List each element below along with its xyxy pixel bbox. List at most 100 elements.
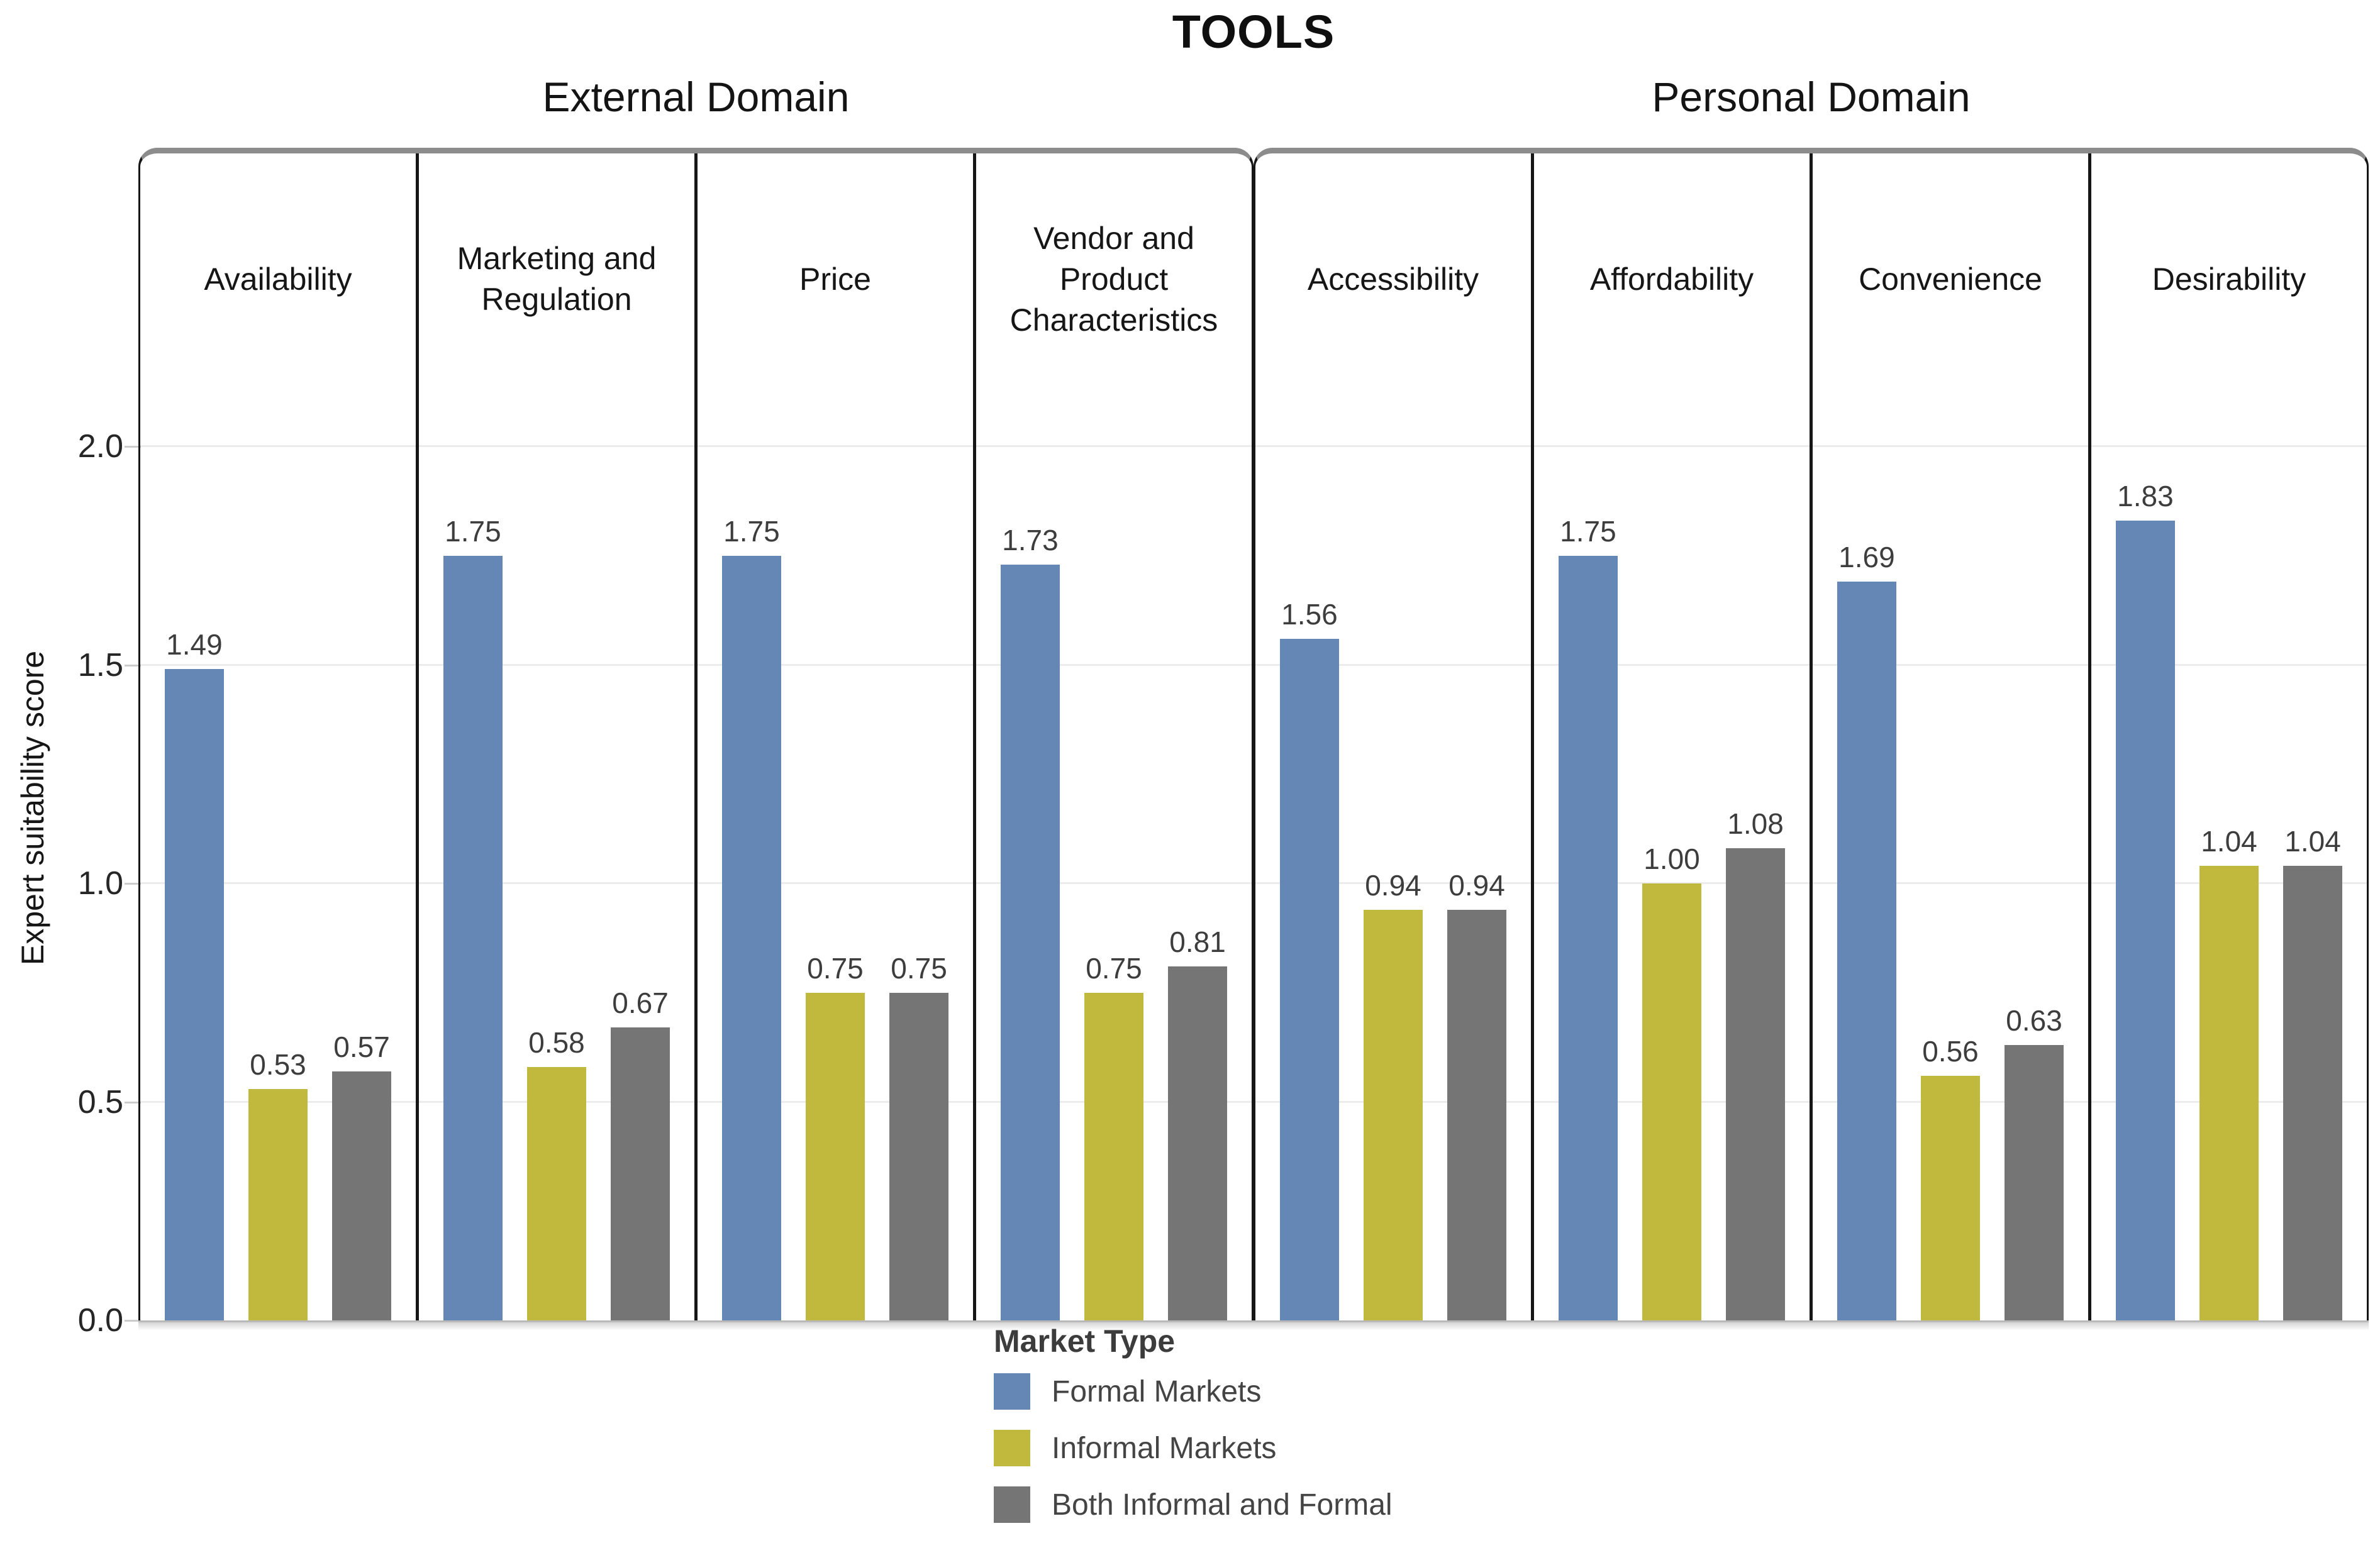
bar-value-label: 1.04: [2284, 825, 2341, 858]
bar-informal-markets: 0.56: [1920, 1035, 1981, 1320]
legend-swatch: [994, 1373, 1030, 1410]
bar-value-label: 1.00: [1643, 843, 1700, 875]
bar-value-label: 1.75: [445, 515, 501, 548]
y-tick-label: 1.0: [77, 865, 123, 902]
y-tick-mark: [125, 883, 141, 885]
panel-label: Vendor and Product Characteristics: [1009, 220, 1218, 338]
domains-container: Availability 1.49 0.53 0.57 Marketing and Re…: [138, 148, 2369, 1320]
bar-value-label: 0.81: [1169, 926, 1226, 958]
y-tick-label: 2.0: [77, 428, 123, 465]
bar-informal-markets: 0.75: [1084, 952, 1144, 1320]
y-tick-mark: [125, 446, 141, 448]
bar-value-label: 1.73: [1002, 524, 1059, 556]
bar-both-informal-and-formal: 0.57: [331, 1031, 392, 1320]
bar-informal-markets: 0.94: [1363, 869, 1423, 1320]
bar-value-label: 1.56: [1281, 598, 1338, 631]
panel-desirability: Desirability 1.83 1.04 1.04: [2091, 153, 2367, 1320]
legend-label: Both Informal and Formal: [1052, 1488, 1393, 1522]
bar-formal-markets: 1.75: [1558, 515, 1618, 1320]
legend: Market Type Formal Markets Informal Marke…: [994, 1323, 1393, 1543]
bar-both-informal-and-formal: 0.75: [889, 952, 949, 1320]
bar-both-informal-and-formal: 1.04: [2283, 825, 2343, 1320]
panel-label: Availability: [204, 261, 352, 297]
panel-plot: 1.75 0.58 0.67: [419, 405, 694, 1320]
bar-both-informal-and-formal: 0.63: [2004, 1004, 2064, 1320]
bar-value-label: 0.75: [891, 952, 947, 985]
panel-label: Accessibility: [1307, 261, 1479, 297]
chart-title: TOOLS: [1172, 6, 1335, 58]
bar-informal-markets: 0.58: [526, 1026, 587, 1320]
plot-area: Availability 1.49 0.53 0.57 Marketing and Re…: [138, 148, 2369, 1320]
panel-label: Convenience: [1859, 261, 2042, 297]
y-tick-label: 0.0: [77, 1302, 123, 1339]
bar-both-informal-and-formal: 0.81: [1167, 926, 1228, 1320]
panel-plot: 1.75 0.75 0.75: [698, 405, 973, 1320]
bar-value-label: 0.67: [612, 987, 669, 1019]
panel-plot: 1.69 0.56 0.63: [1813, 405, 2088, 1320]
legend-title: Market Type: [994, 1324, 1176, 1359]
bar-value-label: 0.75: [807, 952, 864, 985]
bar-both-informal-and-formal: 0.67: [610, 987, 670, 1320]
bar-informal-markets: 0.53: [248, 1048, 308, 1320]
panel-label: Price: [799, 261, 871, 297]
domain-title-personal: Personal Domain: [1652, 74, 1971, 120]
y-tick-label: 1.5: [77, 646, 123, 683]
bar-informal-markets: 1.00: [1642, 843, 1702, 1320]
bar-formal-markets: 1.73: [1000, 524, 1060, 1320]
bar-value-label: 0.75: [1086, 952, 1142, 985]
y-tick-mark: [125, 1320, 141, 1322]
panel-label: Desirability: [2152, 261, 2306, 297]
bar-formal-markets: 1.56: [1279, 598, 1340, 1320]
bar-value-label: 1.83: [2117, 480, 2174, 512]
panel-plot: 1.75 1.00 1.08: [1534, 405, 1810, 1320]
bar-value-label: 0.56: [1922, 1035, 1979, 1068]
panel-label: Affordability: [1589, 261, 1754, 297]
bar-formal-markets: 1.49: [164, 628, 225, 1320]
bar-value-label: 1.04: [2201, 825, 2257, 858]
bar-value-label: 0.63: [2006, 1004, 2062, 1037]
legend-item-both-informal-and-formal: Both Informal and Formal: [994, 1486, 1393, 1523]
bar-informal-markets: 1.04: [2199, 825, 2259, 1320]
bar-formal-markets: 1.83: [2115, 480, 2176, 1320]
bar-value-label: 1.49: [166, 628, 223, 661]
y-tick-mark: [125, 664, 141, 666]
panel-price: Price 1.75 0.75 0.75: [698, 153, 976, 1320]
bar-value-label: 0.57: [333, 1031, 390, 1063]
domain-external-domain: Availability 1.49 0.53 0.57 Marketing and Re…: [138, 148, 1254, 1320]
bar-value-label: 1.69: [1838, 541, 1895, 573]
legend-items: Formal Markets Informal Markets Both Infor…: [994, 1373, 1393, 1523]
legend-label: Informal Markets: [1052, 1431, 1277, 1465]
legend-item-informal-markets: Informal Markets: [994, 1430, 1393, 1466]
panel-plot: 1.49 0.53 0.57: [140, 405, 416, 1320]
domain-title-external: External Domain: [542, 74, 850, 120]
bar-value-label: 0.94: [1449, 869, 1505, 902]
legend-swatch: [994, 1486, 1030, 1523]
bar-both-informal-and-formal: 1.08: [1725, 807, 1786, 1320]
y-axis-title: Expert suitability score: [15, 650, 50, 966]
bar-formal-markets: 1.69: [1837, 541, 1897, 1320]
bar-value-label: 1.75: [723, 515, 780, 548]
y-tick-mark: [125, 1101, 141, 1103]
bar-value-label: 0.58: [528, 1026, 585, 1059]
x-axis-baseline: [138, 1320, 2369, 1330]
legend-item-formal-markets: Formal Markets: [994, 1373, 1393, 1410]
panel-availability: Availability 1.49 0.53 0.57: [140, 153, 419, 1320]
bar-both-informal-and-formal: 0.94: [1447, 869, 1507, 1320]
panel-affordability: Affordability 1.75 1.00 1.08: [1534, 153, 1813, 1320]
y-tick-label: 0.5: [77, 1083, 123, 1120]
panel-label: Marketing and Regulation: [457, 241, 657, 317]
bar-value-label: 1.75: [1560, 515, 1616, 548]
panel-convenience: Convenience 1.69 0.56 0.63: [1813, 153, 2091, 1320]
bar-formal-markets: 1.75: [721, 515, 782, 1320]
panel-vendor-and-product-characteristics: Vendor and Product Characteristics 1.73 0.…: [976, 153, 1252, 1320]
bar-value-label: 0.94: [1365, 869, 1421, 902]
bar-value-label: 1.08: [1727, 807, 1784, 840]
panel-plot: 1.73 0.75 0.81: [976, 405, 1252, 1320]
bar-formal-markets: 1.75: [443, 515, 503, 1320]
domain-personal-domain: Accessibility 1.56 0.94 0.94 Affordability 1.…: [1254, 148, 2369, 1320]
bar-informal-markets: 0.75: [805, 952, 865, 1320]
legend-label: Formal Markets: [1052, 1374, 1262, 1408]
panel-plot: 1.56 0.94 0.94: [1255, 405, 1531, 1320]
panel-plot: 1.83 1.04 1.04: [2091, 405, 2367, 1320]
panel-accessibility: Accessibility 1.56 0.94 0.94: [1255, 153, 1534, 1320]
